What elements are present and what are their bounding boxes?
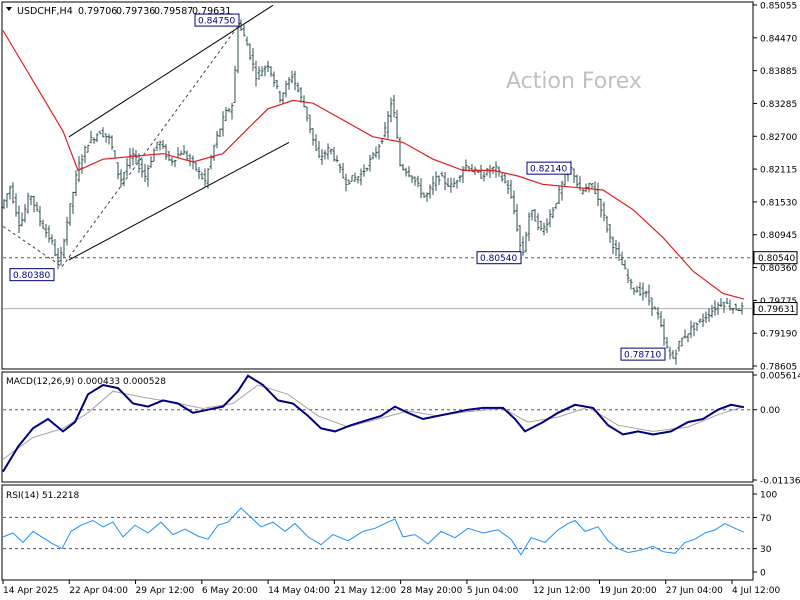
- macd-tick-label: -0.011365: [760, 477, 800, 487]
- price-tick-label: 0.81530: [760, 198, 797, 208]
- x-tick-label: 5 Jun 04:00: [467, 586, 519, 596]
- price-annotation-label: 0.80540: [480, 254, 517, 264]
- symbol-header: USDCHF,H4: [17, 6, 73, 17]
- price-tick-label: 0.85055: [760, 2, 797, 12]
- price-annotation-label: 0.84750: [198, 17, 235, 27]
- ohlc-readout: 0.79706 0.79736 0.79587 0.79631: [78, 6, 231, 17]
- x-tick-label: 14 May 04:00: [268, 586, 330, 596]
- price-tick-label: 0.79190: [760, 330, 797, 340]
- price-panel-frame: [1, 1, 754, 370]
- dashed-trendline: [61, 21, 242, 267]
- ohlc-open: 0.79706: [78, 6, 117, 17]
- price-annotation-label: 0.78710: [624, 351, 661, 361]
- x-tick-label: 4 Jul 12:00: [732, 586, 781, 596]
- channel-line: [68, 4, 274, 138]
- rsi-panel-frame: [1, 484, 754, 581]
- macd-axis: 0.005614 0.00 -0.011365: [753, 372, 800, 487]
- price-annotation-label: 0.80380: [13, 271, 50, 281]
- rsi-label: RSI(14) 51.2218: [6, 491, 79, 501]
- price-annotation-box: [194, 13, 240, 27]
- moving-average-line: [2, 30, 745, 300]
- price-annotation-box: [476, 251, 522, 265]
- price-tick-label: 0.84470: [760, 34, 797, 44]
- price-annotation-box: [9, 268, 55, 282]
- ohlc-close: 0.79631: [192, 6, 231, 17]
- x-tick-label: 29 Apr 12:00: [136, 586, 195, 596]
- price-tick-label: 0.78605: [760, 363, 797, 373]
- macd-signal-line: [2, 384, 745, 460]
- price-tick-label: 0.80360: [760, 264, 797, 274]
- current-price-box: [753, 302, 798, 316]
- current-price-label: 0.79631: [758, 305, 795, 315]
- price-tick-label: 0.79775: [760, 297, 797, 307]
- x-tick-label: 22 Apr 04:00: [69, 586, 128, 596]
- price-tick-label: 0.80945: [760, 231, 797, 241]
- price-overlays: [2, 4, 752, 310]
- x-tick-label: 19 Jun 20:00: [599, 586, 656, 596]
- price-tick-label: 0.82115: [760, 166, 797, 176]
- rsi-tick-label: 30: [760, 545, 772, 555]
- x-tick-label: 6 May 20:00: [202, 586, 258, 596]
- rsi-tick-label: 100: [760, 491, 777, 501]
- price-tick-label: 0.82700: [760, 133, 797, 143]
- price-annotation-box: [620, 347, 666, 361]
- x-tick-label: 14 Apr 2025: [3, 586, 59, 596]
- rsi-axis: 100 70 30 0: [753, 491, 777, 579]
- price-annotation-label: 0.82140: [530, 165, 567, 175]
- rsi-tick-label: 0: [760, 569, 766, 579]
- x-tick-label: 27 Jun 04:00: [666, 586, 723, 596]
- macd-tick-label: 0.005614: [760, 372, 800, 382]
- rsi-series: [2, 507, 752, 556]
- macd-line: [2, 374, 745, 473]
- ohlc-low: 0.79587: [154, 6, 193, 17]
- x-tick-label: 21 May 12:00: [334, 586, 396, 596]
- macd-series: [2, 374, 752, 473]
- macd-label: MACD(12,26,9) 0.000433 0.000528: [6, 377, 166, 387]
- price-tick-label: 0.83885: [760, 67, 797, 77]
- x-tick-label: 28 May 20:00: [401, 586, 463, 596]
- rsi-line: [2, 507, 745, 556]
- price-annotation-box: [526, 161, 572, 175]
- watermark: Action Forex: [506, 69, 642, 94]
- price-series: [2, 19, 745, 365]
- rsi-tick-label: 70: [760, 514, 772, 524]
- channel-line: [68, 141, 290, 261]
- symbol-dropdown-icon[interactable]: [6, 7, 12, 11]
- ohlc-high: 0.79736: [116, 6, 155, 17]
- macd-panel-frame: [1, 371, 754, 483]
- x-tick-label: 12 Jun 12:00: [533, 586, 590, 596]
- price-tick-label: 0.83285: [760, 100, 797, 110]
- support-price-box: [753, 251, 798, 265]
- price-axis: 0.85055 0.84470 0.83885 0.83285 0.82700 0.821…: [753, 2, 798, 373]
- price-annotations: 0.84750 0.80380 0.80540 0.82140 0.78710: [9, 13, 666, 361]
- x-axis: 14 Apr 2025 22 Apr 04:00 29 Apr 12:00 6 May…: [2, 580, 781, 596]
- macd-tick-label: 0.00: [760, 406, 780, 416]
- support-price-label: 0.80540: [758, 254, 795, 264]
